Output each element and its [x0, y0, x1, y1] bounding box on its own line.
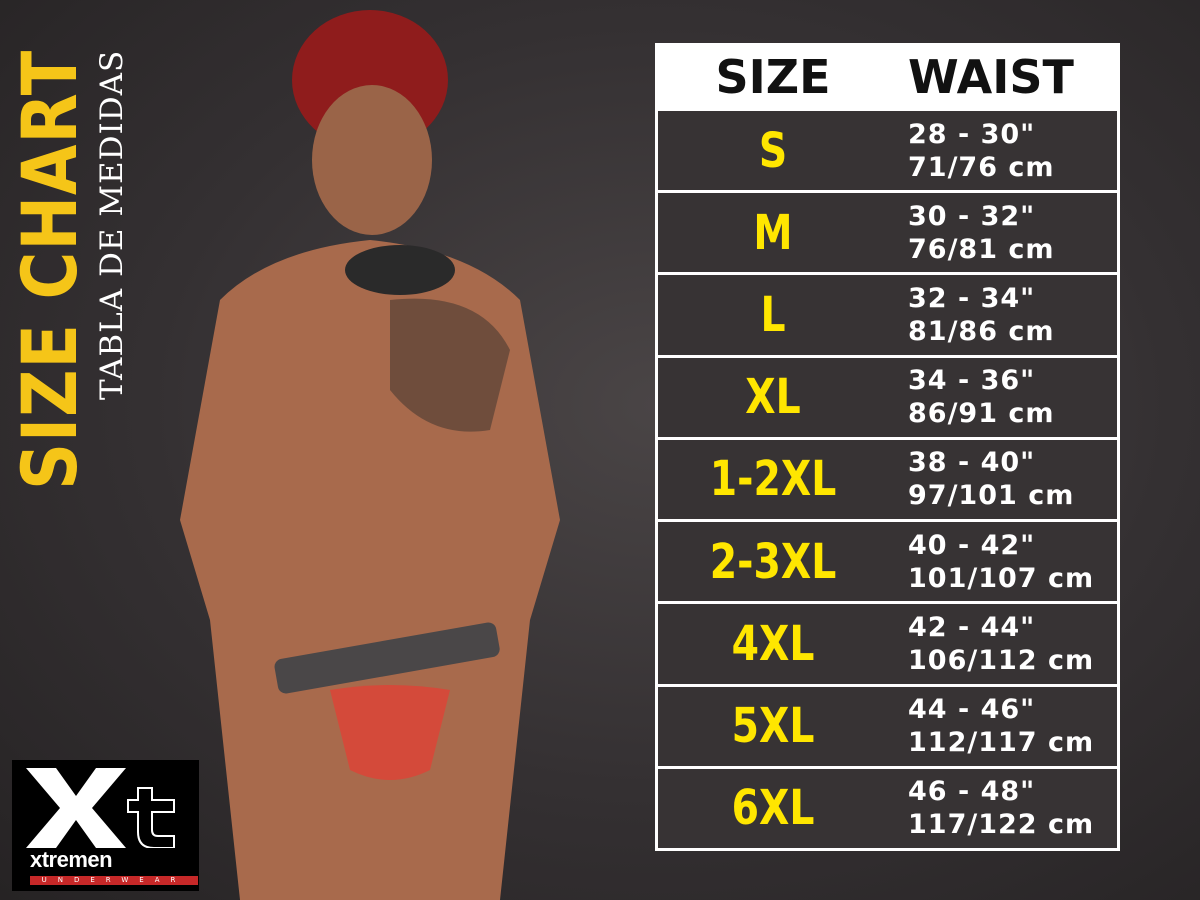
table-row: 4XL 42 - 44" 106/112 cm: [658, 604, 1117, 684]
logo-xt-mark: [26, 768, 175, 848]
waist-cm: 101/107 cm: [908, 562, 1095, 594]
logo-t-shape: [127, 787, 175, 848]
waist-cm: 97/101 cm: [908, 480, 1075, 512]
header-size: SIZE: [715, 50, 831, 104]
waist-measure: 42 - 44" 106/112 cm: [888, 611, 1094, 677]
table-row: 5XL 44 - 46" 112/117 cm: [658, 686, 1117, 766]
table-row: L 32 - 34" 81/86 cm: [658, 275, 1117, 355]
size-label: S: [758, 122, 788, 179]
size-label: 4XL: [731, 615, 815, 672]
chest-tattoo: [390, 298, 510, 432]
size-label: M: [753, 204, 793, 261]
head: [312, 85, 432, 235]
waist-cm: 86/91 cm: [908, 398, 1055, 430]
waist-measure: 28 - 30" 71/76 cm: [888, 118, 1055, 184]
brand-logo: xtremen UNDERWEAR: [12, 760, 199, 891]
pouch: [330, 685, 450, 780]
size-label: L: [760, 287, 786, 344]
waist-inches: 28 - 30": [908, 118, 1036, 150]
waist-cm: 112/117 cm: [908, 727, 1095, 759]
size-label: 1-2XL: [709, 451, 837, 508]
waist-measure: 32 - 34" 81/86 cm: [888, 282, 1055, 348]
waist-cm: 81/86 cm: [908, 316, 1055, 348]
table-row: S 28 - 30" 71/76 cm: [658, 111, 1117, 191]
waist-measure: 46 - 48" 117/122 cm: [888, 775, 1094, 841]
size-label: 2-3XL: [709, 533, 837, 590]
logo-x-shape: [26, 768, 126, 848]
vertical-title: SIZE CHART TABLA DE MEDIDAS: [5, 10, 135, 490]
table-header: SIZE WAIST: [658, 46, 1117, 108]
waist-inches: 44 - 46": [908, 694, 1036, 726]
waist-inches: 42 - 44": [908, 611, 1036, 643]
waist-measure: 40 - 42" 101/107 cm: [888, 529, 1094, 595]
waist-inches: 40 - 42": [908, 529, 1036, 561]
waist-measure: 38 - 40" 97/101 cm: [888, 446, 1074, 512]
logo-wordmark: xtremen: [30, 847, 113, 872]
waist-measure: 44 - 46" 112/117 cm: [888, 693, 1094, 759]
waist-inches: 46 - 48": [908, 776, 1036, 808]
size-label: 6XL: [731, 780, 815, 837]
model-photo: [180, 10, 560, 900]
waistband: [274, 622, 500, 694]
waist-cm: 106/112 cm: [908, 644, 1095, 676]
size-label: 5XL: [731, 698, 815, 755]
table-row: 1-2XL 38 - 40" 97/101 cm: [658, 439, 1117, 520]
waist-measure: 34 - 36" 86/91 cm: [888, 364, 1055, 430]
table-row: 2-3XL 40 - 42" 101/107 cm: [658, 522, 1117, 602]
size-label: XL: [745, 369, 801, 426]
waist-inches: 32 - 34": [908, 283, 1036, 315]
header-waist: WAIST: [908, 50, 1074, 104]
logo-tagline: UNDERWEAR: [30, 876, 198, 885]
waist-cm: 71/76 cm: [908, 151, 1055, 183]
goggles: [345, 245, 455, 295]
table-row: 6XL 46 - 48" 117/122 cm: [658, 768, 1117, 848]
waist-measure: 30 - 32" 76/81 cm: [888, 200, 1055, 266]
size-table: SIZE WAIST S 28 - 30" 71/76 cm M 30 - 32" 76/…: [655, 43, 1120, 851]
size-chart-subtitle: TABLA DE MEDIDAS: [94, 49, 130, 400]
waist-inches: 38 - 40": [908, 447, 1036, 479]
table-row: M 30 - 32" 76/81 cm: [658, 193, 1117, 273]
waist-cm: 76/81 cm: [908, 233, 1055, 265]
size-chart-title: SIZE CHART: [5, 49, 94, 490]
table-row: XL 34 - 36" 86/91 cm: [658, 357, 1117, 437]
waist-cm: 117/122 cm: [908, 809, 1095, 841]
waist-inches: 30 - 32": [908, 200, 1036, 232]
waist-inches: 34 - 36": [908, 365, 1036, 397]
